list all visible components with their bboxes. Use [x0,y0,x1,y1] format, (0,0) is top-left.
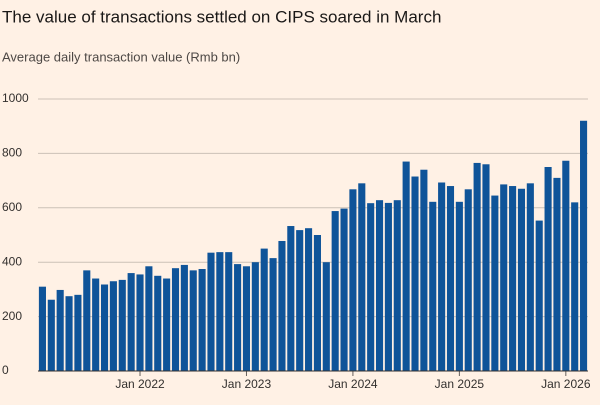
chart-subtitle: Average daily transaction value (Rmb bn) [2,49,240,64]
bar [358,183,366,371]
bar [207,252,215,371]
y-tick-label: 200 [2,309,22,323]
bar [367,203,375,371]
y-tick-label: 800 [2,146,22,160]
x-tick-label: Jan 2025 [435,377,485,391]
x-tick-label: Jan 2022 [115,377,165,391]
bar [553,177,561,371]
bar [296,230,304,371]
bar [109,281,117,371]
bar [473,162,481,371]
bar [331,211,339,371]
bar [517,188,526,371]
bar [544,167,552,371]
y-tick-label: 1000 [2,91,29,105]
bar [180,264,188,371]
bar [500,184,508,371]
bar [322,262,330,371]
bar [171,268,180,371]
x-tick-label: Jan 2026 [541,377,591,391]
bar [571,202,579,371]
bar [580,120,588,371]
x-tick-label: Jan 2024 [328,377,378,391]
bar [38,286,46,371]
bar [154,275,162,371]
bar [455,201,463,371]
bar [562,160,570,371]
bar [118,279,126,371]
bar [535,220,543,371]
bar [56,289,64,371]
bar [127,273,135,371]
bar [446,186,455,371]
bar [92,278,100,371]
bar [100,284,109,371]
bar [269,258,277,371]
bar [429,201,437,371]
bar [491,195,499,371]
bar [340,208,348,371]
bar [145,266,153,371]
bar [393,200,401,371]
bar [65,296,73,371]
bar [375,200,384,371]
bar [287,226,295,371]
bar [136,274,144,371]
bar [402,161,410,371]
bar [225,252,233,371]
bar [242,266,251,371]
bar [198,269,206,371]
x-tick-label: Jan 2023 [222,377,272,391]
bar [349,189,357,371]
y-tick-label: 400 [2,254,22,268]
bar [464,189,472,371]
bar [189,270,197,371]
bar [420,169,428,371]
y-tick-label: 600 [2,200,22,214]
bar [83,270,91,371]
bar [526,183,534,371]
bar [260,248,268,371]
bar [251,262,259,371]
bar [278,240,286,371]
chart-title: The value of transactions settled on CIP… [2,7,441,26]
bar [509,186,517,371]
bar [47,299,55,371]
bar [234,264,242,371]
bar [313,235,321,371]
bar [482,164,490,371]
bar [74,294,82,371]
bar [384,202,392,371]
bar [163,278,171,371]
bar [438,182,446,371]
bar [216,252,224,371]
y-tick-label: 0 [2,363,9,377]
bar [411,176,419,371]
bar [305,228,313,371]
